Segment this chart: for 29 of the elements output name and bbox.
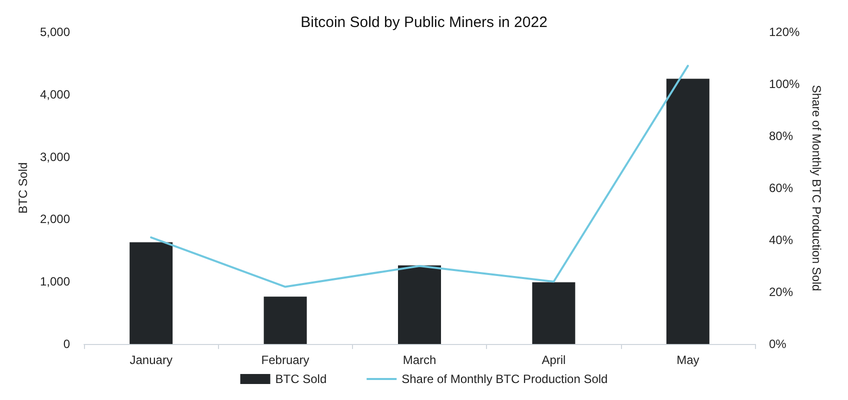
y-tick-label: 0: [63, 337, 70, 351]
chart-title: Bitcoin Sold by Public Miners in 2022: [300, 14, 548, 31]
y-tick-label: 5,000: [40, 25, 70, 39]
y2-tick-label: 40%: [769, 233, 794, 247]
x-tick-label: May: [676, 353, 700, 367]
y2-tick-label: 120%: [769, 25, 800, 39]
y-tick-label: 1,000: [40, 274, 70, 289]
legend-label: BTC Sold: [275, 372, 327, 386]
bar: [264, 296, 307, 344]
y2-axis-title: Share of Monthly BTC Production Sold: [810, 84, 824, 292]
y-tick-label: 2,000: [40, 212, 70, 226]
bar: [130, 242, 173, 344]
x-tick-label: January: [130, 353, 172, 367]
y2-tick-label: 80%: [769, 129, 794, 143]
y2-tick-label: 0%: [769, 337, 787, 351]
x-tick-label: February: [261, 353, 310, 367]
y2-tick-label: 20%: [769, 285, 794, 299]
bar: [532, 282, 576, 344]
legend-label: Share of Monthly BTC Production Sold: [402, 372, 608, 386]
y2-tick-label: 100%: [769, 77, 800, 91]
y-tick-label: 3,000: [40, 150, 70, 164]
bar: [398, 265, 441, 344]
y-axis-title: BTC Sold: [16, 162, 30, 214]
x-tick-label: April: [542, 353, 566, 367]
line-series: [150, 64, 689, 288]
y2-tick-label: 60%: [769, 181, 794, 195]
bar: [666, 78, 710, 344]
x-tick-label: March: [402, 353, 436, 367]
y-tick-label: 4,000: [40, 87, 70, 102]
